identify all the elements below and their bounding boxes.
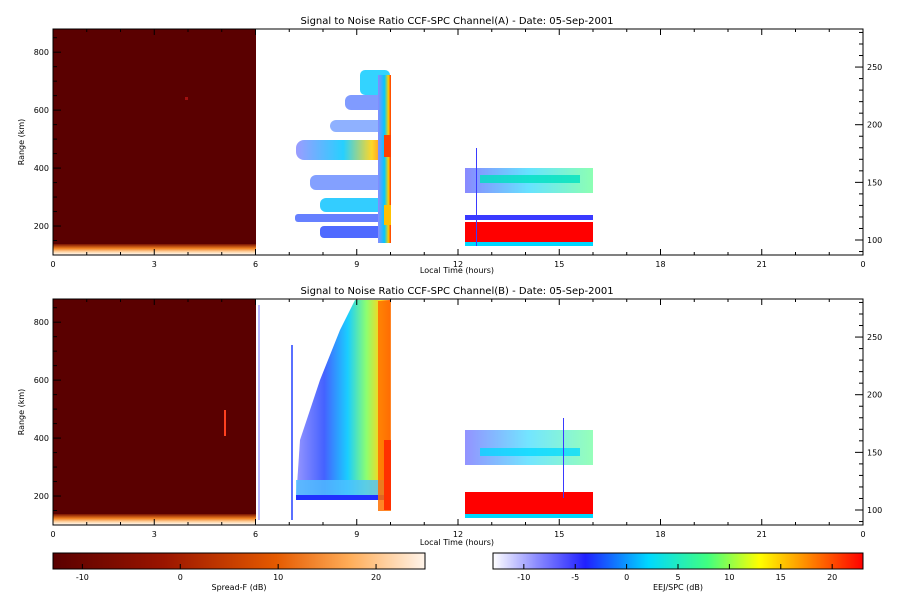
echo-layer-edge: [296, 495, 390, 500]
x-tick-label: 18: [655, 530, 665, 539]
x-tick-label: 9: [354, 260, 359, 269]
x-tick-label: 21: [757, 530, 767, 539]
colorbar-tick-label: 10: [724, 573, 734, 582]
y-tick-label: 400: [34, 434, 49, 443]
echo-layer: [310, 175, 390, 190]
x-tick-label: 12: [453, 530, 463, 539]
echo-trace: [258, 305, 260, 520]
y2-tick-label: 250: [867, 63, 882, 72]
eej-band: [465, 492, 593, 514]
x-tick-label: 15: [554, 260, 564, 269]
y-tick-label: 600: [34, 106, 49, 115]
echo-core: [384, 440, 391, 510]
colorbar-tick-label: -5: [571, 573, 579, 582]
echo-layer: [295, 214, 390, 222]
eej-band-edge: [465, 242, 593, 246]
x-tick-label: 9: [354, 530, 359, 539]
y-tick-label: 400: [34, 164, 49, 173]
y2-tick-label: 250: [867, 333, 882, 342]
x-tick-label: 3: [152, 260, 157, 269]
x-tick-label: 0: [860, 530, 865, 539]
colorbar-eej-label: EEJ/SPC (dB): [653, 583, 703, 592]
panel-a-axes: 0 3 6 9 12 15 18 21 0 200 400 600 800 100 150 200 250: [34, 29, 882, 269]
echo-strip-core: [480, 448, 580, 456]
x-tick-label: 0: [860, 260, 865, 269]
speckle: [185, 97, 188, 100]
y2-tick-label: 150: [867, 178, 882, 187]
echo-core: [384, 135, 391, 157]
spread-f-block: [53, 29, 256, 255]
spread-f-block: [53, 299, 256, 525]
x-tick-label: 3: [152, 530, 157, 539]
x-tick-label: 18: [655, 260, 665, 269]
echo-layer: [330, 120, 390, 132]
colorbar-tick-label: 20: [371, 573, 381, 582]
colorbar-tick-label: -10: [517, 573, 530, 582]
panel-b-axes: 0 3 6 9 12 15 18 21 0 200 400 600 800 100 150 200 250: [34, 299, 882, 539]
y-tick-label: 600: [34, 376, 49, 385]
y2-tick-label: 200: [867, 391, 882, 400]
echo-fan: [296, 300, 390, 500]
y2-tick-label: 200: [867, 121, 882, 130]
echo-column: [378, 75, 391, 243]
x-tick-label: 6: [253, 530, 258, 539]
x-tick-label: 15: [554, 530, 564, 539]
colorbar-eej-ticks: -10 -5 0 5 10 15 20: [517, 564, 837, 582]
colorbar-tick-label: 10: [273, 573, 283, 582]
echo-layer: [320, 198, 390, 212]
panel-b-title: Signal to Noise Ratio CCF-SPC Channel(B)…: [300, 286, 613, 297]
eej-band: [465, 222, 593, 242]
panel-b-image: [53, 299, 593, 525]
colorbar-spread-f-ticks: -10 0 10 20: [76, 564, 381, 582]
colorbar-tick-label: 5: [675, 573, 680, 582]
x-tick-label: 21: [757, 260, 767, 269]
echo-spike: [563, 418, 564, 498]
speckle: [224, 410, 226, 436]
echo-strip-upper: [465, 430, 593, 465]
colorbar-tick-label: 20: [827, 573, 837, 582]
echo-layer: [320, 226, 390, 238]
colorbar-tick-label: -10: [76, 573, 89, 582]
echo-layer: [296, 480, 390, 498]
echo-core: [384, 205, 391, 225]
panel-a-image: [53, 29, 593, 255]
y2-tick-label: 100: [867, 236, 882, 245]
x-tick-label: 6: [253, 260, 258, 269]
panel-a-xlabel: Local Time (hours): [420, 266, 494, 275]
colorbar-spread-f: -10 0 10 20 Spread-F (dB): [52, 552, 426, 592]
y2-tick-label: 150: [867, 448, 882, 457]
colorbar-tick-label: 15: [776, 573, 786, 582]
eej-band-edge: [465, 514, 593, 518]
y-tick-label: 800: [34, 318, 49, 327]
y-tick-label: 200: [34, 492, 49, 501]
echo-strip-core: [480, 175, 580, 183]
x-tick-label: 0: [50, 260, 55, 269]
colorbar-spread-f-label: Spread-F (dB): [211, 583, 266, 592]
echo-spike: [476, 148, 477, 246]
panel-b-xlabel: Local Time (hours): [420, 538, 494, 547]
colorbar-tick-label: 0: [178, 573, 183, 582]
x-tick-label: 0: [50, 530, 55, 539]
y-tick-label: 800: [34, 48, 49, 57]
panel-a: Signal to Noise Ratio CCF-SPC Channel(A)…: [17, 16, 882, 275]
panel-a-title: Signal to Noise Ratio CCF-SPC Channel(A)…: [300, 16, 613, 27]
x-tick-label: 12: [453, 260, 463, 269]
y2-tick-label: 100: [867, 506, 882, 515]
colorbar-tick-label: 0: [624, 573, 629, 582]
y-tick-label: 200: [34, 222, 49, 231]
colorbar-eej: -10 -5 0 5 10 15 20 EEJ/SPC (dB): [492, 552, 864, 592]
echo-trace: [291, 345, 293, 520]
echo-strip-lower: [465, 215, 593, 220]
panel-a-ylabel: Range (km): [17, 119, 26, 166]
panel-b: Signal to Noise Ratio CCF-SPC Channel(B)…: [17, 286, 882, 547]
panel-b-ylabel: Range (km): [17, 389, 26, 436]
echo-layer: [296, 140, 391, 160]
colorbar-spread-f-scale: [52, 552, 426, 570]
